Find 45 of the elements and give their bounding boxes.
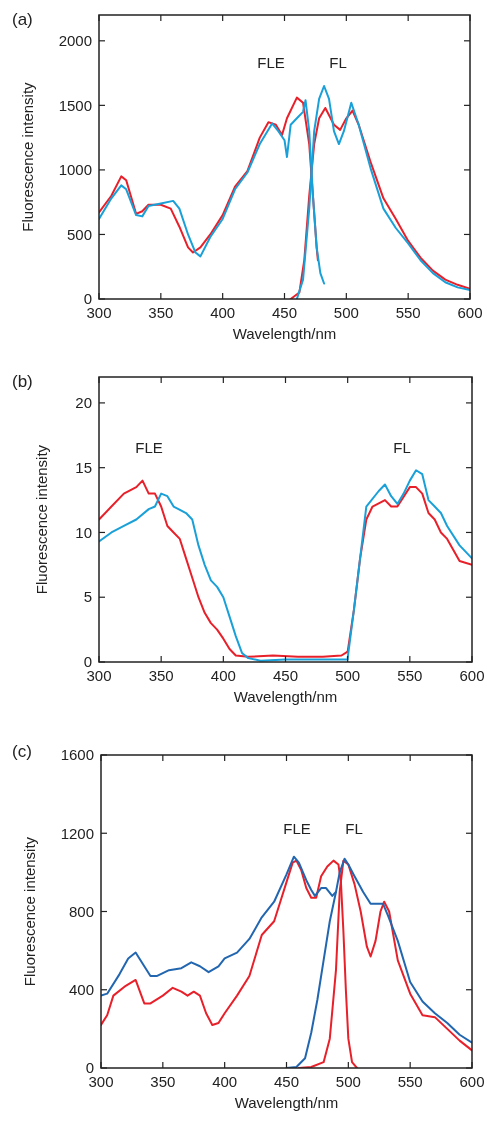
x-tick-label: 450 [273, 1073, 300, 1090]
x-axis-title: Wavelength/nm [232, 325, 337, 342]
y-axis-title: Fluorescence intensity [33, 444, 50, 595]
y-tick-label: 2000 [58, 32, 92, 50]
y-tick-label: 1600 [60, 746, 94, 764]
y-tick-label: 400 [68, 981, 94, 998]
x-tick-label: 500 [333, 304, 359, 321]
y-tick-label: 5 [83, 588, 92, 606]
x-tick-label: 550 [397, 1073, 423, 1090]
annotation: FL [393, 439, 411, 456]
x-tick-label: 400 [210, 667, 236, 684]
annotation: FLE [257, 54, 285, 71]
x-tick-label: 500 [335, 667, 361, 684]
y-tick-label: 1500 [58, 96, 92, 114]
annotation: FLE [135, 439, 163, 456]
x-axis-title: Wavelength/nm [233, 688, 338, 705]
x-tick-label: 550 [397, 667, 423, 684]
x-tick-label: 450 [271, 304, 298, 321]
chart-title: (c) [12, 742, 32, 761]
y-tick-label: 800 [68, 902, 94, 920]
annotation: FL [329, 54, 347, 71]
x-tick-label: 500 [335, 1073, 361, 1090]
y-axis-title: Fluorescence intensity [19, 81, 36, 232]
x-tick-label: 600 [459, 1073, 485, 1090]
x-axis-title: Wavelength/nm [234, 1094, 339, 1111]
x-tick-label: 400 [210, 304, 236, 321]
y-tick-label: 1200 [60, 824, 94, 842]
x-tick-label: 350 [148, 304, 174, 321]
annotation: FLE [283, 820, 311, 837]
x-tick-label: 350 [150, 1073, 176, 1090]
x-tick-label: 350 [148, 667, 174, 684]
x-tick-label: 600 [457, 304, 483, 321]
x-tick-label: 400 [212, 1073, 238, 1090]
y-tick-label: 500 [66, 225, 92, 243]
chart-title: (b) [12, 372, 33, 391]
y-tick-label: 10 [75, 523, 92, 541]
x-tick-label: 450 [272, 667, 299, 684]
x-tick-label: 550 [395, 304, 421, 321]
chart-title: (a) [12, 10, 33, 29]
y-axis-title: Fluorescence intensity [21, 836, 38, 987]
y-tick-label: 15 [75, 458, 92, 476]
y-tick-label: 20 [75, 394, 92, 412]
x-tick-label: 600 [459, 667, 485, 684]
y-tick-label: 1000 [58, 161, 92, 179]
annotation: FL [345, 820, 363, 837]
